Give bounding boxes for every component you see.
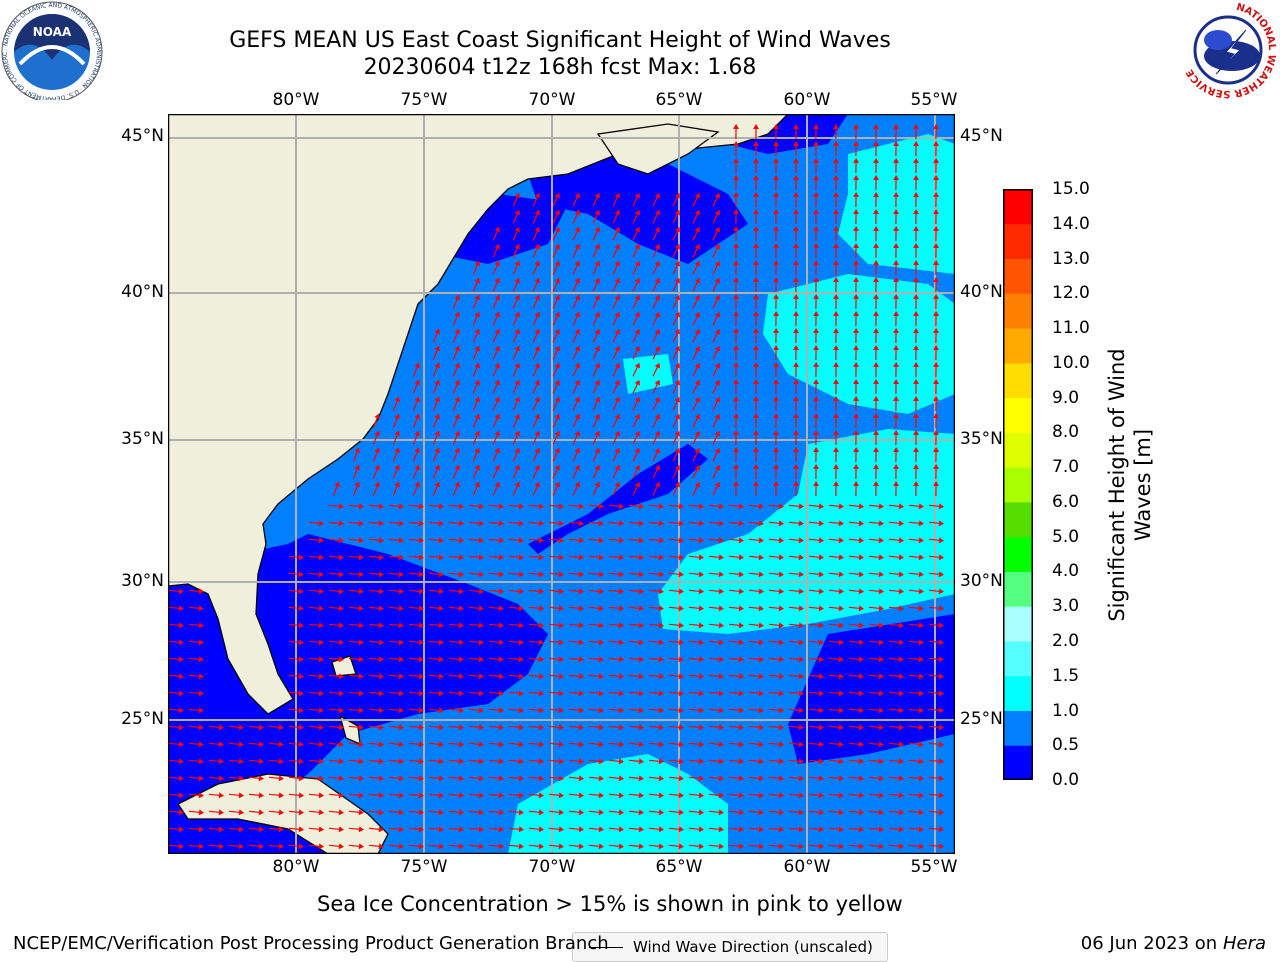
colorbar-tick-label: 0.0 [1052,770,1079,790]
colorbar-tick-label: 12.0 [1052,283,1090,303]
footer-left: NCEP/EMC/Verification Post Processing Pr… [13,933,609,955]
colorbar-tick-label: 14.0 [1052,214,1090,234]
colorbar-cell [1003,537,1033,572]
plot-subtitle: 20230604 t12z 168h fcst Max: 1.68 [160,55,960,81]
colorbar-cell [1003,502,1033,537]
nws-logo: NATIONAL WEATHER SERVICE [1176,0,1280,100]
wave-height-map: Wind Wave Direction (unscaled) [168,114,955,854]
colorbar-label-line1: Significant Height of Wind [1104,275,1130,695]
colorbar-tick-label: 2.0 [1052,631,1079,651]
colorbar-cell [1003,328,1033,363]
colorbar-cell [1003,432,1033,467]
colorbar-label-line2: Waves [m] [1130,275,1156,695]
sea-ice-note: Sea Ice Concentration > 15% is shown in … [317,892,903,916]
lat-tick-left-25n: 25°N [104,709,164,729]
colorbar-tick-label: 3.0 [1052,596,1079,616]
colorbar-cell [1003,259,1033,294]
colorbar-tick-label: 5.0 [1052,527,1079,547]
colorbar-tick-label: 1.5 [1052,666,1079,686]
footer-host: Hera [1223,933,1266,954]
lon-tick-top-70w: 70°W [512,90,592,110]
colorbar-tick-label: 4.0 [1052,561,1079,581]
colorbar-cell [1003,398,1033,433]
lon-tick-bottom-60w: 60°W [767,857,847,877]
colorbar [1003,189,1033,780]
colorbar-label: Significant Height of Wind Waves [m] [1104,275,1156,695]
colorbar-cell [1003,224,1033,259]
colorbar-tick-label: 6.0 [1052,492,1079,512]
footer-right: 06 Jun 2023 on Hera [1081,933,1266,955]
noaa-logo: NATIONAL OCEANIC AND ATMOSPHERIC ADMINIS… [0,0,104,100]
plot-title: GEFS MEAN US East Coast Significant Heig… [160,28,960,54]
colorbar-cell [1003,641,1033,676]
colorbar-tick-label: 0.5 [1052,735,1079,755]
colorbar-tick-label: 8.0 [1052,422,1079,442]
lon-tick-bottom-80w: 80°W [256,857,336,877]
colorbar-cell [1003,710,1033,745]
colorbar-cell [1003,676,1033,711]
colorbar-tick-label: 7.0 [1052,457,1079,477]
colorbar-cell [1003,606,1033,641]
lat-tick-left-30n: 30°N [104,571,164,591]
colorbar-cell [1003,745,1033,780]
colorbar-cell [1003,363,1033,398]
lat-tick-left-45n: 45°N [104,126,164,146]
lon-tick-top-75w: 75°W [384,90,464,110]
lat-tick-right-45n: 45°N [960,126,1020,146]
lat-tick-left-35n: 35°N [104,429,164,449]
lon-tick-bottom-70w: 70°W [512,857,592,877]
lon-tick-bottom-55w: 55°W [894,857,974,877]
colorbar-tick-label: 10.0 [1052,353,1090,373]
svg-text:NOAA: NOAA [33,25,72,39]
colorbar-tick-label: 9.0 [1052,388,1079,408]
footer-date: 06 Jun 2023 on [1081,933,1217,954]
colorbar-cell [1003,189,1033,224]
colorbar-tick-label: 11.0 [1052,318,1090,338]
lon-tick-top-55w: 55°W [894,90,974,110]
map-legend: Wind Wave Direction (unscaled) [572,932,888,962]
lon-tick-top-60w: 60°W [767,90,847,110]
colorbar-cell [1003,571,1033,606]
lon-tick-bottom-75w: 75°W [384,857,464,877]
lat-tick-left-40n: 40°N [104,282,164,302]
lon-tick-top-80w: 80°W [256,90,336,110]
lon-tick-bottom-65w: 65°W [639,857,719,877]
legend-label: Wind Wave Direction (unscaled) [633,938,873,956]
colorbar-tick-label: 13.0 [1052,249,1090,269]
colorbar-cell [1003,467,1033,502]
colorbar-tick-label: 1.0 [1052,701,1079,721]
colorbar-tick-label: 15.0 [1052,179,1090,199]
lon-tick-top-65w: 65°W [639,90,719,110]
colorbar-cell [1003,293,1033,328]
